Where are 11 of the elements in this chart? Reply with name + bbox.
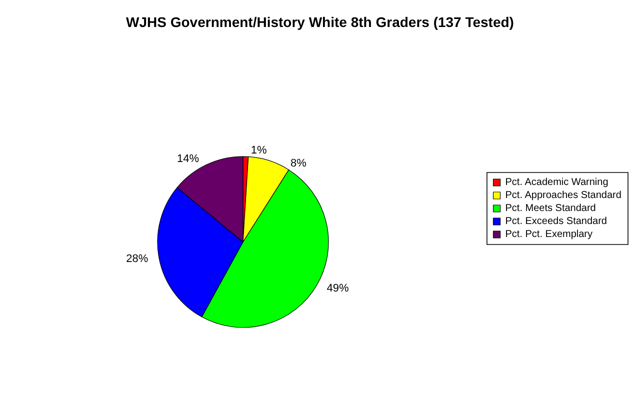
data-label: 28% <box>126 253 148 266</box>
legend-label: Pct. Academic Warning <box>505 177 608 188</box>
data-label: 49% <box>326 282 349 295</box>
legend-label: Pct. Pct. Exemplary <box>505 229 593 240</box>
data-label: 14% <box>177 153 200 166</box>
data-label: 8% <box>290 158 307 170</box>
legend-label: Pct. Exceeds Standard <box>505 216 607 227</box>
data-label: 1% <box>250 144 267 157</box>
legend-label: Pct. Approaches Standard <box>505 190 622 201</box>
chart-title: WJHS Government/History White 8th Graders (137 Tested) <box>126 14 514 30</box>
legend-label: Pct. Meets Standard <box>505 203 596 214</box>
